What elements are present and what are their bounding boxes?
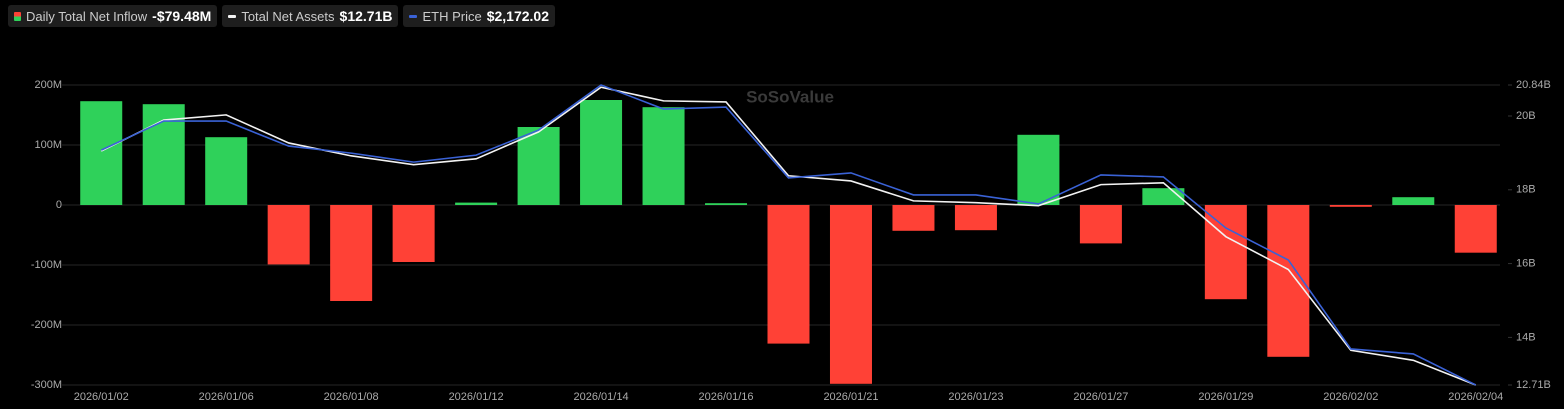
bar (80, 101, 123, 205)
legend-swatch (228, 14, 237, 18)
y-tick-label: -200M (31, 319, 62, 331)
legend-value: -$79.48M (152, 8, 212, 24)
legend-value: $12.71B (339, 8, 393, 24)
x-tick-label: 2026/02/04 (1448, 391, 1503, 403)
x-tick-label: 2026/01/12 (449, 391, 504, 403)
legend: Daily Total Net Inflow -$79.48M Total Net … (8, 5, 555, 27)
legend-item: ETH Price $2,172.02 (403, 5, 555, 27)
bar (1454, 205, 1497, 253)
x-tick-label: 2026/01/16 (698, 391, 753, 403)
legend-label: Total Net Assets (241, 8, 335, 24)
legend-item: Daily Total Net Inflow -$79.48M (8, 5, 218, 27)
legend-swatch (14, 11, 21, 21)
y2-tick-label: 12.71B (1516, 379, 1551, 391)
x-tick-label: 2026/01/29 (1198, 391, 1253, 403)
y-tick-label: -100M (31, 259, 62, 271)
legend-item: Total Net Assets $12.71B (222, 5, 399, 27)
bar (517, 127, 560, 205)
x-tick-label: 2026/01/08 (324, 391, 379, 403)
x-tick-label: 2026/01/27 (1073, 391, 1128, 403)
watermark: SoSoValue (746, 87, 834, 106)
bar (1142, 188, 1185, 205)
bar (455, 202, 498, 205)
bar (954, 205, 997, 231)
bar (1392, 197, 1435, 205)
x-tick-label: 2026/02/02 (1323, 391, 1378, 403)
legend-value: $2,172.02 (486, 8, 549, 24)
bar (705, 203, 748, 205)
y-tick-label: -300M (31, 379, 62, 391)
bar (267, 205, 310, 265)
bar (580, 100, 623, 205)
y2-tick-label: 20B (1516, 110, 1536, 122)
bar (767, 205, 810, 344)
bar (1329, 205, 1372, 207)
y2-tick-label: 18B (1516, 184, 1536, 196)
bar (642, 107, 685, 205)
y2-tick-label: 16B (1516, 258, 1536, 270)
bar (1017, 134, 1060, 205)
x-tick-label: 2026/01/14 (574, 391, 629, 403)
y-tick-label: 0 (56, 199, 62, 211)
legend-label: Daily Total Net Inflow (26, 8, 148, 24)
x-tick-label: 2026/01/02 (74, 391, 129, 403)
x-tick-label: 2026/01/06 (199, 391, 254, 403)
y2-tick-label: 14B (1516, 331, 1536, 343)
y2-tick-label: 20.84B (1516, 79, 1551, 91)
legend-label: ETH Price (422, 8, 482, 24)
line (100, 84, 1477, 386)
bar (392, 205, 435, 262)
bar (1204, 205, 1247, 300)
bar (829, 205, 872, 384)
y-tick-label: 100M (34, 139, 62, 151)
bar (892, 205, 935, 231)
x-tick-label: 2026/01/21 (823, 391, 878, 403)
bar (205, 137, 248, 205)
y-tick-label: 200M (34, 79, 62, 91)
bar (1079, 205, 1122, 244)
bar (330, 205, 373, 301)
legend-swatch (409, 14, 418, 18)
x-tick-label: 2026/01/23 (948, 391, 1003, 403)
